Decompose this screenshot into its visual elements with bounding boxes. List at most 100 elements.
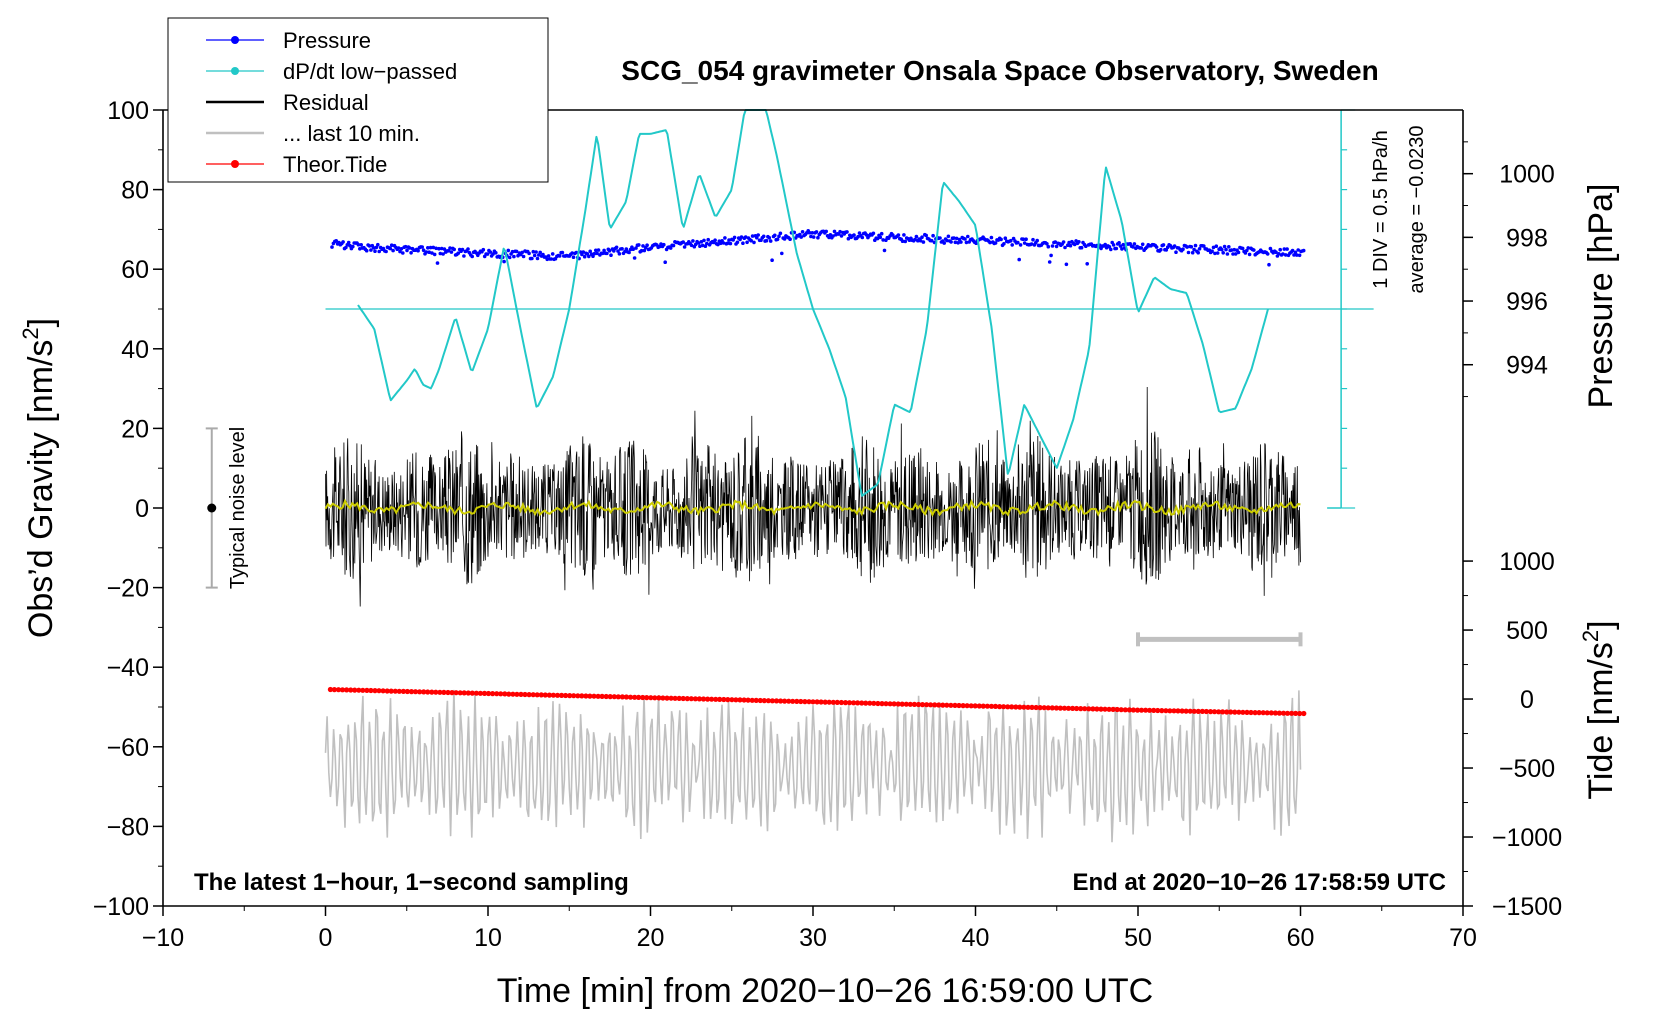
tide-point	[911, 701, 918, 708]
tide-point	[356, 687, 362, 693]
pressure-point	[1035, 238, 1039, 243]
pressure-point	[403, 244, 408, 249]
tide-point	[627, 694, 634, 700]
pressure-point	[778, 231, 783, 236]
pressure-point	[1274, 250, 1278, 254]
pressure-point	[485, 252, 490, 256]
legend-label: Theor.Tide	[283, 152, 387, 177]
tide-point	[899, 701, 905, 707]
pressure-point	[752, 240, 756, 245]
x-tick-label: 70	[1449, 924, 1477, 952]
tide-point	[1061, 705, 1068, 711]
pressure-point	[1114, 246, 1119, 251]
tide-point	[522, 691, 528, 698]
tide-point	[798, 698, 804, 705]
tide-point	[417, 689, 423, 695]
pressure-point	[388, 246, 393, 251]
pressure-point	[376, 242, 380, 247]
tide-point	[810, 699, 816, 705]
dpdt-scale-axis	[325, 109, 1374, 509]
pressure-point	[588, 249, 592, 254]
pressure-point	[682, 245, 687, 249]
tide-point	[668, 695, 674, 701]
pressure-point	[1267, 262, 1271, 267]
tide-point	[1203, 708, 1209, 715]
tide-point	[344, 687, 350, 693]
tide-point	[1021, 704, 1027, 710]
tide-point	[421, 689, 427, 695]
legend-marker	[231, 67, 239, 75]
pressure-point	[581, 250, 586, 254]
pressure-point	[713, 238, 717, 242]
tide-point	[1159, 708, 1165, 714]
pressure-point	[452, 247, 457, 252]
pressure-point	[502, 259, 506, 264]
tide-point	[563, 692, 569, 699]
tide-point	[453, 690, 459, 696]
tide-point	[1216, 709, 1222, 715]
pressure-point	[807, 230, 812, 235]
pressure-point	[488, 250, 493, 254]
pressure-point	[334, 239, 339, 243]
pressure-point	[520, 250, 524, 255]
pressure-point	[1085, 262, 1089, 266]
pressure-point	[348, 243, 352, 248]
tide-point	[534, 692, 540, 698]
tide-point	[380, 688, 386, 694]
pressure-point	[435, 261, 440, 265]
pressure-point	[549, 257, 554, 261]
tide-point	[875, 700, 881, 707]
pressure-point	[512, 254, 516, 259]
pressure-point	[401, 251, 405, 255]
tide-point	[794, 698, 800, 705]
pressure-point	[507, 255, 512, 260]
tide-point	[1293, 710, 1299, 717]
pressure-point	[988, 240, 992, 245]
pressure-point	[1061, 240, 1066, 244]
noise-center-dot	[207, 503, 217, 513]
pressure-point	[582, 254, 587, 259]
tide-point	[567, 693, 573, 699]
tide-point	[944, 702, 950, 708]
pressure-point	[799, 235, 803, 239]
pressure-point	[1154, 245, 1159, 249]
tide-point	[688, 696, 694, 702]
tide-point	[559, 692, 565, 699]
tide-point	[481, 690, 488, 697]
tide-point	[992, 703, 999, 710]
pressure-point	[481, 247, 486, 252]
pressure-point	[1109, 247, 1113, 252]
tide-point	[1114, 706, 1120, 713]
tide-point	[1191, 708, 1197, 714]
tide-point	[1248, 709, 1254, 716]
tide-point	[773, 698, 780, 704]
pressure-point	[341, 240, 345, 244]
tide-point	[352, 687, 358, 693]
pressure-point	[828, 233, 833, 237]
pressure-point	[663, 260, 667, 265]
legend-label: dP/dt low−passed	[283, 59, 457, 84]
pressure-point	[732, 235, 737, 240]
tide-point	[1297, 710, 1303, 717]
pressure-point	[671, 243, 676, 248]
pressure-point	[439, 246, 444, 251]
tide-point	[1082, 706, 1088, 712]
tide-point	[640, 694, 646, 701]
tide-point	[684, 696, 690, 702]
tide-point	[1013, 704, 1019, 710]
tide-point	[672, 695, 678, 701]
footer-right-note: End at 2020−10−26 17:58:59 UTC	[1072, 869, 1446, 896]
tide-point	[741, 697, 747, 703]
tide-point	[968, 703, 974, 709]
tide-point	[1284, 710, 1291, 716]
pressure-point	[1233, 252, 1238, 256]
chart-title: SCG_054 gravimeter Onsala Space Observat…	[621, 55, 1378, 86]
x-axis-ticks: −10 0 10 20 30 40 50 60 70	[142, 906, 1477, 952]
tide-point	[676, 695, 682, 702]
pressure-point	[864, 233, 869, 237]
tide-point	[838, 699, 845, 706]
pressure-point	[330, 245, 334, 249]
y-axis-title-sup: 2	[18, 327, 43, 339]
tide-point	[1264, 710, 1270, 716]
tide-point	[514, 691, 520, 697]
